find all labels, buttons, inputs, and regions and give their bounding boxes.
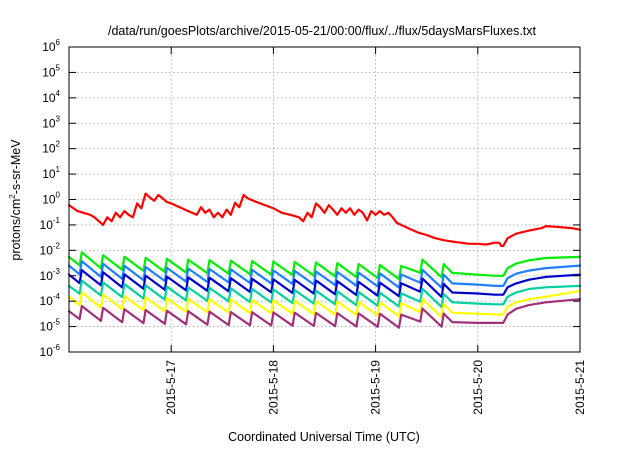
x-tick-label: 2015-5-20 — [471, 360, 485, 415]
series-layer — [67, 192, 582, 329]
y-tick-label: 104 — [42, 89, 60, 105]
y-tick-label: 105 — [42, 63, 60, 79]
y-tick-base: 10 — [40, 269, 54, 283]
y-tick-label: 10-6 — [40, 343, 61, 359]
y-tick-exponent: 3 — [56, 114, 61, 123]
y-tick-base: 10 — [40, 320, 54, 334]
series-line-3 — [67, 269, 582, 298]
y-tick-exponent: -5 — [53, 318, 61, 327]
y-tick-base: 10 — [42, 65, 56, 79]
y-tick-base: 10 — [40, 345, 54, 359]
y-tick-label: 10-2 — [40, 241, 61, 257]
y-axis-label: protons/cm2-s-sr-MeV — [8, 139, 23, 261]
y-tick-label: 106 — [42, 38, 60, 54]
series-line-5 — [67, 290, 582, 318]
y-tick-base: 10 — [42, 142, 56, 156]
y-tick-base: 10 — [42, 193, 56, 207]
y-axis-label-units: -s-sr-MeV — [9, 139, 23, 195]
series-line-2 — [67, 260, 582, 289]
y-tick-exponent: -3 — [53, 267, 61, 276]
y-tick-exponent: 1 — [56, 165, 61, 174]
y-tick-label: 10-1 — [40, 216, 61, 232]
x-tick-label: 2015-5-21 — [573, 360, 587, 415]
y-tick-base: 10 — [40, 294, 54, 308]
series-line-4 — [67, 279, 582, 308]
y-tick-label: 100 — [42, 191, 60, 207]
series-line-0 — [67, 192, 582, 247]
series-line-1 — [67, 251, 582, 281]
y-tick-exponent: -2 — [53, 241, 61, 250]
y-tick-label: 103 — [42, 114, 60, 130]
y-tick-base: 10 — [42, 116, 56, 130]
y-tick-exponent: 2 — [56, 140, 61, 149]
y-axis-label-superscript: 2 — [8, 194, 17, 199]
y-tick-label: 101 — [42, 165, 60, 181]
y-tick-base: 10 — [42, 91, 56, 105]
y-tick-exponent: -1 — [53, 216, 61, 225]
y-tick-base: 10 — [42, 40, 56, 54]
x-tick-label: 2015-5-19 — [369, 360, 383, 415]
y-tick-exponent: 6 — [56, 38, 61, 47]
y-tick-base: 10 — [42, 167, 56, 181]
x-tick-label: 2015-5-18 — [266, 360, 280, 415]
y-tick-exponent: -4 — [53, 292, 61, 301]
y-tick-exponent: -6 — [53, 343, 61, 352]
y-tick-exponent: 4 — [56, 89, 61, 98]
y-tick-base: 10 — [40, 243, 54, 257]
y-axis-label-main: protons/cm — [9, 199, 23, 261]
y-tick-label: 10-3 — [40, 267, 61, 283]
y-tick-label: 10-5 — [40, 318, 61, 334]
chart-title: /data/run/goesPlots/archive/2015-05-21/0… — [108, 24, 537, 38]
y-tick-exponent: 5 — [56, 63, 61, 72]
tick-layer: 10-610-510-410-310-210-11001011021031041… — [40, 38, 587, 415]
y-tick-label: 10-4 — [40, 292, 61, 308]
series-line-6 — [67, 298, 582, 329]
x-tick-label: 2015-5-17 — [164, 360, 178, 415]
y-tick-label: 102 — [42, 140, 60, 156]
y-tick-base: 10 — [40, 218, 54, 232]
y-tick-exponent: 0 — [56, 191, 61, 200]
x-axis-label: Coordinated Universal Time (UTC) — [228, 430, 420, 444]
